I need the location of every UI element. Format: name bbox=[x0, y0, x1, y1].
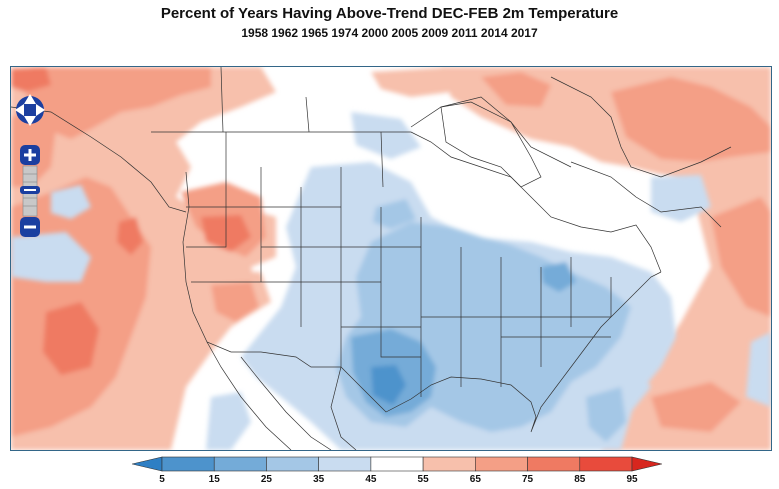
zoom-out-icon[interactable] bbox=[20, 217, 40, 237]
legend-swatch bbox=[213, 456, 267, 472]
legend-tick-label: 95 bbox=[626, 474, 638, 485]
pan-down-icon[interactable] bbox=[24, 116, 36, 126]
map-navigation bbox=[12, 88, 48, 238]
legend-swatch bbox=[579, 456, 633, 472]
legend-swatch bbox=[422, 456, 476, 472]
legend-tick-label: 15 bbox=[208, 474, 220, 485]
zoom-in-icon[interactable] bbox=[20, 145, 40, 165]
temperature-map bbox=[11, 67, 771, 450]
legend-swatch bbox=[266, 456, 319, 472]
color-legend: 5 15 25 35 45 55 65 75 85 95 bbox=[131, 455, 663, 487]
cool-anomaly-regions bbox=[11, 112, 771, 450]
zoom-slider[interactable] bbox=[20, 165, 40, 217]
legend-swatch bbox=[475, 456, 528, 472]
color-bar bbox=[131, 456, 663, 472]
map-title: Percent of Years Having Above-Trend DEC-… bbox=[160, 5, 619, 22]
legend-arrow-high bbox=[631, 456, 663, 472]
map-subtitle: 1958 1962 1965 1974 2000 2005 2009 2011 … bbox=[241, 26, 538, 40]
legend-swatch bbox=[370, 456, 424, 472]
pan-left-icon[interactable] bbox=[15, 104, 24, 116]
legend-tick-label: 25 bbox=[260, 474, 272, 485]
legend-tick-label: 65 bbox=[469, 474, 481, 485]
legend-tick-label: 85 bbox=[574, 474, 586, 485]
map-canvas[interactable] bbox=[10, 66, 772, 451]
legend-swatch bbox=[161, 456, 215, 472]
legend-tick-label: 35 bbox=[313, 474, 325, 485]
map-borders bbox=[11, 67, 732, 450]
legend-tick-label: 5 bbox=[159, 474, 165, 485]
legend-arrow-low bbox=[131, 456, 163, 472]
pan-right-icon[interactable] bbox=[36, 104, 45, 116]
legend-tick-label: 75 bbox=[521, 474, 534, 485]
pan-up-icon[interactable] bbox=[24, 94, 36, 104]
legend-swatch bbox=[318, 456, 372, 472]
legend-tick-label: 45 bbox=[365, 474, 377, 485]
legend-swatch bbox=[527, 456, 581, 472]
legend-tick-label: 55 bbox=[417, 474, 429, 485]
